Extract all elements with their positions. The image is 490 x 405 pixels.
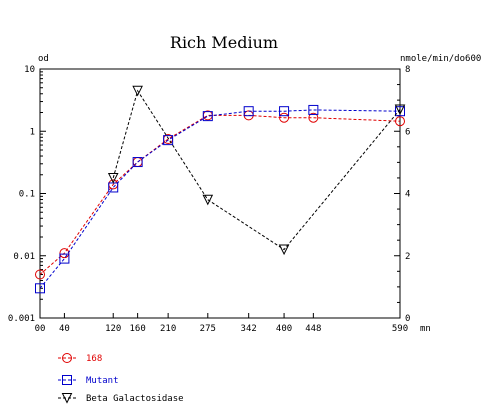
legend-item: Beta Galactosidase xyxy=(58,393,184,404)
series-1 xyxy=(35,104,405,294)
y-right-tick-label: 6 xyxy=(405,127,410,137)
legend-item: 168 xyxy=(58,353,102,364)
legend: 168 Mutant Beta Galactosidase xyxy=(58,353,184,404)
legend-label: Mutant xyxy=(86,376,119,386)
series-line xyxy=(112,89,401,251)
data-point xyxy=(59,253,70,264)
y-right-tick-label: 2 xyxy=(405,252,410,262)
data-point xyxy=(202,111,213,122)
x-tick-label: 120 xyxy=(105,324,121,334)
x-tick-label: 275 xyxy=(200,324,216,334)
series-2 xyxy=(107,85,406,256)
legend-label: Beta Galactosidase xyxy=(86,394,184,404)
y-right-tick-label: 8 xyxy=(405,65,410,75)
series-layer xyxy=(35,85,406,294)
data-point xyxy=(59,248,70,259)
series-line xyxy=(39,114,401,275)
data-point xyxy=(308,112,319,123)
legend-marker xyxy=(61,393,73,404)
x-tick-label: 342 xyxy=(241,324,257,334)
legend-marker xyxy=(62,375,72,385)
y-left-tick-label: 10 xyxy=(24,65,35,75)
data-point xyxy=(243,106,254,117)
data-point xyxy=(395,106,405,117)
x-tick-label: 210 xyxy=(160,324,176,334)
data-point xyxy=(308,104,319,115)
y-left-label: od xyxy=(38,54,49,64)
data-point xyxy=(35,283,45,294)
data-point xyxy=(163,135,174,146)
y-left-tick-label: 1 xyxy=(30,127,35,137)
data-point xyxy=(202,194,214,206)
x-tick-label: 40 xyxy=(59,324,70,334)
x-tick-label: 400 xyxy=(276,324,292,334)
y-left-tick-label: 0.001 xyxy=(8,314,35,324)
plot-frame xyxy=(39,68,401,319)
x-unit-label: mn xyxy=(420,324,431,334)
y-left-tick-label: 0.01 xyxy=(13,252,35,262)
data-point xyxy=(279,112,290,123)
data-point xyxy=(35,269,45,280)
x-tick-label: 448 xyxy=(305,324,321,334)
series-line xyxy=(39,109,401,289)
y-left-tick-label: 0.1 xyxy=(19,190,35,200)
series-0 xyxy=(35,110,405,280)
y-right-tick-label: 4 xyxy=(405,190,410,200)
axes: 00 40 120 160 210 275 342 400 448 590 mn0.0010.010… xyxy=(8,65,431,334)
data-point xyxy=(394,104,406,116)
data-point xyxy=(278,244,290,256)
y-right-tick-label: 0 xyxy=(405,314,410,324)
legend-label: 168 xyxy=(86,354,102,364)
data-point xyxy=(107,172,119,184)
x-tick-label: 00 xyxy=(35,324,46,334)
data-point xyxy=(395,116,405,127)
legend-marker xyxy=(62,353,72,363)
x-tick-label: 160 xyxy=(129,324,145,334)
legend-item: Mutant xyxy=(58,375,119,386)
data-point xyxy=(132,157,143,168)
x-tick-label: 590 xyxy=(392,324,408,334)
y-right-label: nmole/min/do600 xyxy=(400,54,481,64)
chart-title: Rich Medium xyxy=(170,33,278,52)
data-point xyxy=(279,106,290,117)
data-point xyxy=(132,85,143,97)
